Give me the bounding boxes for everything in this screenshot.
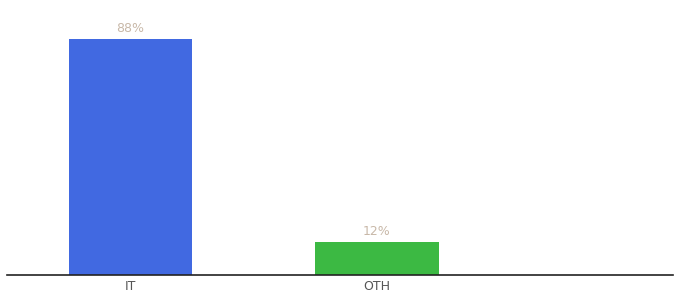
Bar — [69, 39, 192, 274]
Bar — [316, 242, 439, 274]
Text: 12%: 12% — [363, 225, 391, 239]
Text: 88%: 88% — [116, 22, 144, 35]
